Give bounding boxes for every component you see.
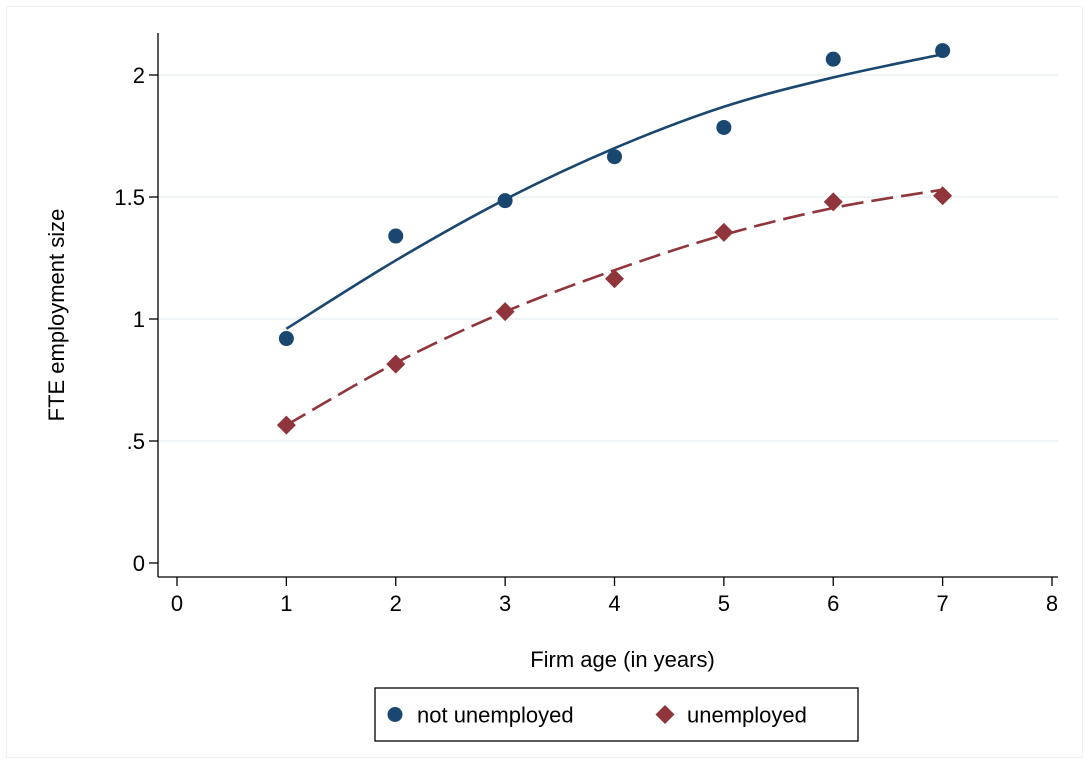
chart-frame: 0 .5 1 1.5 2 0 1 2 3 4 5 6 7 8 Firm age (in years) FT…: [6, 6, 1083, 758]
legend-label-0: not unemployed: [417, 703, 574, 728]
chart-svg: 0 .5 1 1.5 2 0 1 2 3 4 5 6 7 8 Firm age (in years) FT…: [44, 33, 1058, 742]
plot-series: [276, 43, 953, 435]
series-0: [278, 43, 951, 347]
legend-marker-1: [655, 705, 675, 724]
data-point-1-0: [276, 415, 296, 435]
x-tick-label-7: 7: [937, 591, 949, 616]
legend-label-1: unemployed: [687, 703, 807, 728]
legend-item-0: not unemployed: [387, 703, 574, 728]
y-tick-label-0: 0: [133, 551, 145, 576]
y-tick-label-4: 2: [133, 63, 145, 88]
y-axis-title: FTE employment size: [44, 209, 69, 422]
series-1: [276, 186, 953, 435]
y-tick-label-2: 1: [133, 307, 145, 332]
legend-box: [374, 687, 859, 742]
data-point-1-1: [386, 354, 406, 374]
data-point-0-0: [278, 331, 294, 347]
data-point-1-2: [495, 302, 515, 322]
x-tick-label-5: 5: [718, 591, 730, 616]
axes: 0 .5 1 1.5 2 0 1 2 3 4 5 6 7 8: [114, 33, 1058, 616]
axis-labels: Firm age (in years) FTE employment size: [44, 209, 715, 672]
legend-marker-0: [387, 707, 403, 722]
fit-line-1: [285, 188, 943, 427]
data-point-1-6: [933, 186, 953, 206]
data-point-0-4: [716, 119, 732, 135]
x-tick-label-3: 3: [499, 591, 511, 616]
legend: not unemployed unemployed: [374, 687, 859, 742]
data-point-1-3: [605, 269, 624, 289]
y-tick-label-1: .5: [127, 429, 145, 454]
x-tick-label-2: 2: [390, 591, 402, 616]
x-axis-title: Firm age (in years): [530, 647, 715, 672]
x-tick-label-8: 8: [1046, 591, 1058, 616]
y-tick-label-3: 1.5: [114, 185, 145, 210]
data-point-1-5: [823, 192, 843, 212]
data-point-1-4: [714, 222, 734, 242]
data-point-0-2: [497, 193, 513, 209]
fit-line-0: [285, 52, 943, 330]
data-point-0-1: [388, 228, 404, 244]
x-tick-label-6: 6: [827, 591, 839, 616]
data-point-0-3: [607, 149, 622, 165]
x-tick-label-4: 4: [608, 591, 620, 616]
data-point-0-5: [825, 51, 841, 67]
grid-lines: [158, 74, 1058, 442]
x-tick-label-1: 1: [280, 591, 292, 616]
legend-item-1: unemployed: [655, 703, 807, 728]
x-tick-label-0: 0: [171, 591, 183, 616]
data-point-0-6: [935, 43, 951, 59]
